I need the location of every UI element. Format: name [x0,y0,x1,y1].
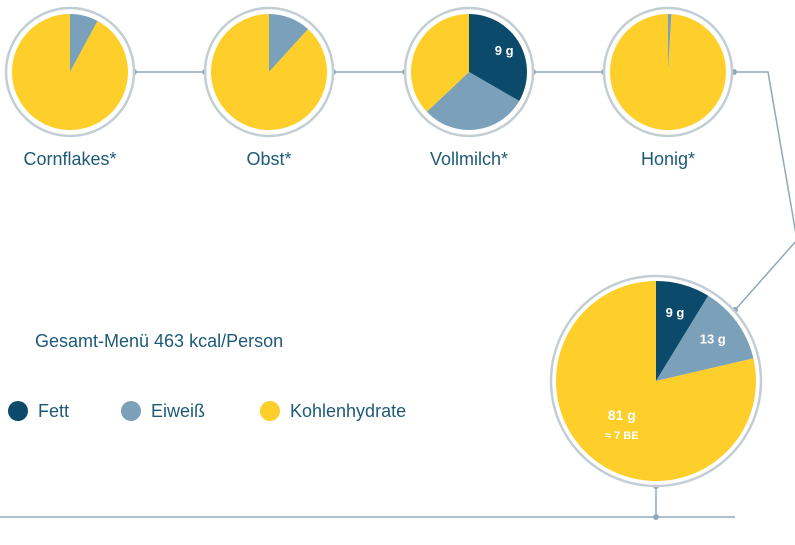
pie-slice [656,295,754,381]
pie-slice [269,14,309,72]
pie-label: Cornflakes* [23,149,116,169]
pie-slice [70,14,98,72]
annotation: ≈ 7 BE [605,430,639,442]
value-label: 9 g [666,305,685,320]
legend-swatch [260,401,280,421]
pie-slice [668,14,672,72]
legend-swatch [8,401,28,421]
connector [734,71,795,311]
pie-label: Vollmilch* [430,149,508,169]
pie-slice [656,281,709,381]
pie-slice [11,14,128,130]
pie-label: Obst* [246,149,291,169]
pie-label: Honig* [641,149,695,169]
pie-slice [426,72,520,131]
pie-slice [555,281,756,481]
pie-slice [410,14,469,112]
legend-label: Kohlenhydrate [290,401,406,421]
dot [653,514,659,520]
value-label: 9 g [495,43,514,58]
value-label: 81 g [608,407,636,423]
value-label: 13 g [700,331,726,346]
legend-label: Eiweiß [151,401,205,421]
pie-slice [469,13,528,101]
total-title: Gesamt-Menü 463 kcal/Person [35,331,283,351]
legend-label: Fett [38,401,69,421]
pie-slice [211,14,328,130]
pie-slice [609,14,727,130]
legend-swatch [121,401,141,421]
